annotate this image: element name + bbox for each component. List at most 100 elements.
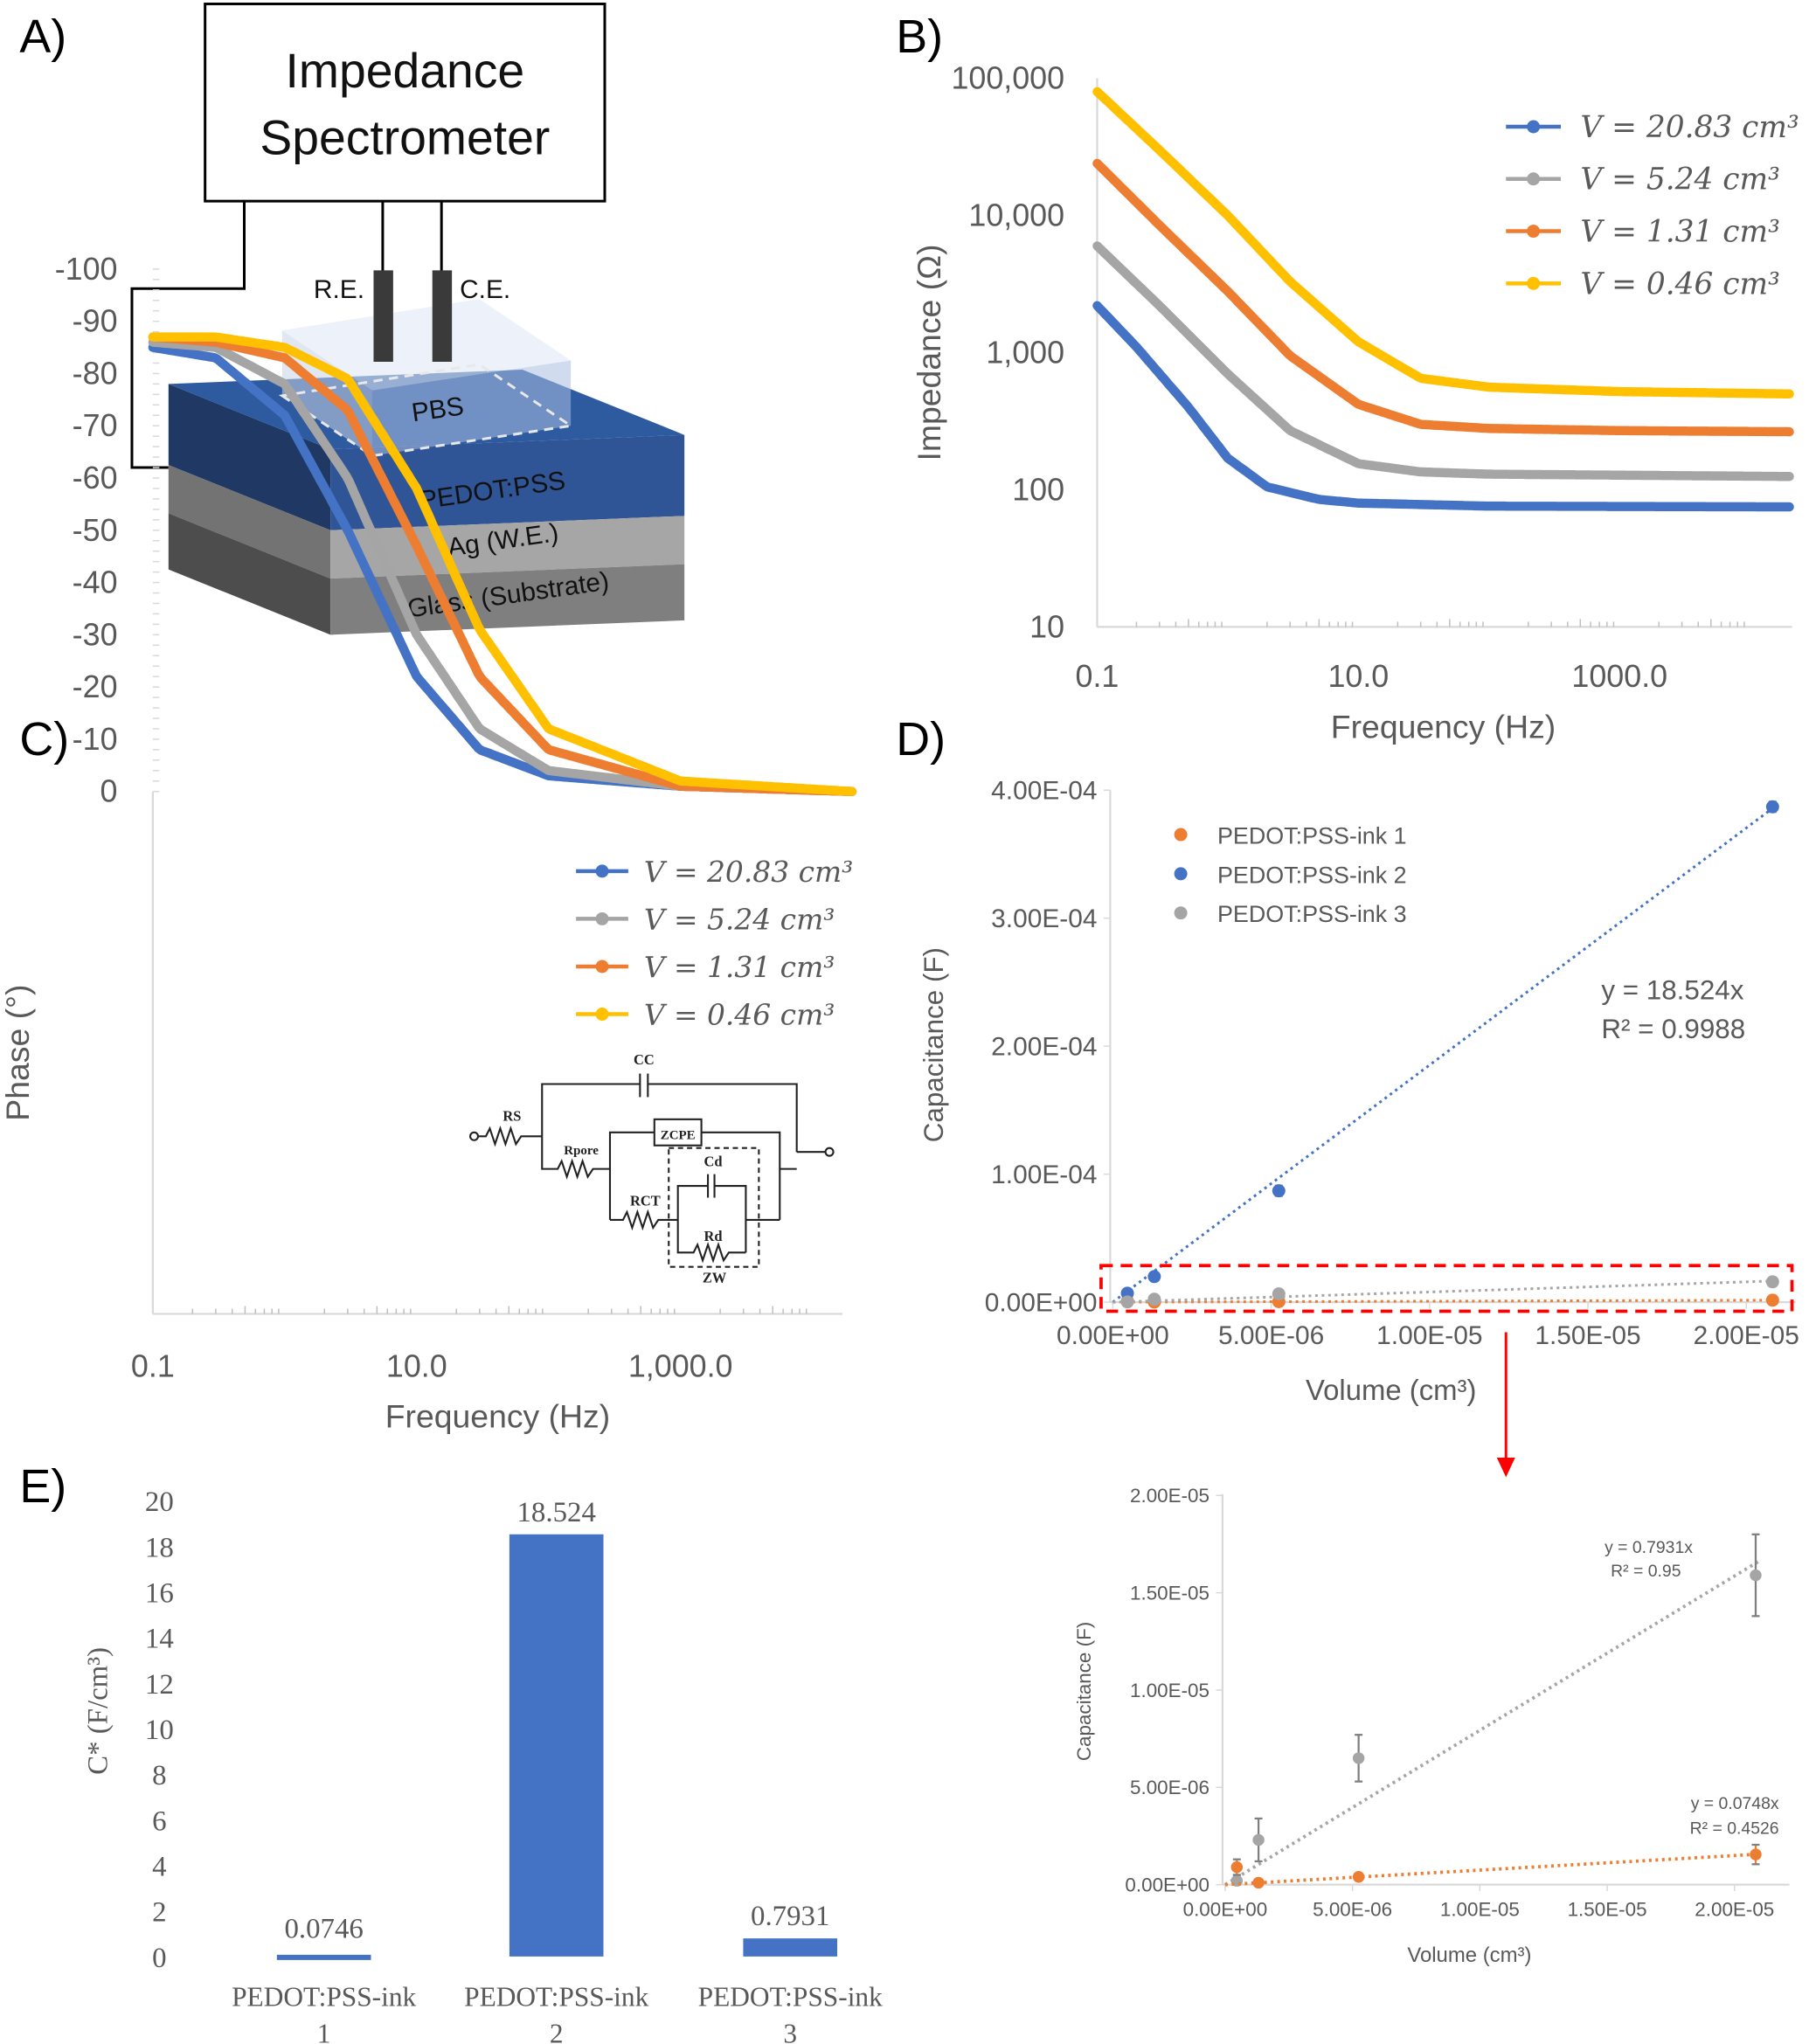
trendline-1: [1224, 1852, 1761, 1887]
reference-electrode: [373, 270, 393, 362]
y-tick-label: 10: [1029, 609, 1064, 644]
x-tick-label: 1,000.0: [628, 1348, 733, 1383]
data-point: [1750, 1848, 1762, 1860]
panel-label-c: C): [19, 713, 69, 766]
x-tick-label: 1.00E-05: [1440, 1899, 1520, 1921]
data-point: [1230, 1860, 1244, 1874]
bar-3: [743, 1938, 838, 1957]
y-tick-label: 100,000: [951, 61, 1064, 96]
legend-label-0: V = 20.83 cm³: [1580, 110, 1799, 145]
legend-marker-0: [595, 864, 609, 878]
zoom-region-box: [1099, 1264, 1794, 1313]
label-rd: Rd: [704, 1228, 723, 1244]
y-tick-label: 3.00E-04: [991, 904, 1097, 933]
r-squared-label-ink3: R² = 0.95: [1611, 1562, 1681, 1581]
ag-layer-front: [330, 516, 685, 579]
legend-label-1: V = 5.24 cm³: [644, 902, 835, 936]
y-tick-label: -40: [73, 565, 118, 600]
legend-marker-2: [1174, 906, 1188, 920]
panel-label-b: B): [896, 10, 943, 63]
y-tick-label: -90: [73, 304, 118, 339]
legend-label-1: PEDOT:PSS-ink 2: [1217, 862, 1407, 888]
data-point: [1352, 1752, 1365, 1764]
wire-inner-left: [608, 1131, 655, 1220]
data-point: [1147, 1292, 1161, 1306]
bar-1: [276, 1954, 371, 1960]
impedance-chart: 10 100 1,000 10,000 100,000 0.1 10.0 1000.0 Freq…: [911, 61, 1799, 745]
legend-label-1: V = 5.24 cm³: [1580, 163, 1779, 197]
panel-label-d: D): [896, 713, 946, 766]
y-tick-label: 0: [152, 1943, 166, 1974]
ag-layer-left: [168, 465, 331, 579]
impedance-spectrometer-box: [204, 2, 606, 203]
legend-label-0: V = 20.83 cm³: [644, 855, 854, 889]
trendline-0: [1223, 1559, 1761, 1887]
legend-marker-3: [595, 1008, 609, 1022]
resistor-rct: [609, 1209, 678, 1231]
re-label: R.E.: [314, 275, 364, 304]
instrument-label-line1: Impedance: [286, 44, 525, 98]
y-axis-title: Capacitance (F): [1073, 1622, 1095, 1761]
x-axis-title: Frequency (Hz): [1331, 708, 1556, 745]
x-tick-label: 1.50E-05: [1568, 1899, 1647, 1921]
legend-marker-2: [1527, 225, 1541, 239]
label-cc: CC: [634, 1051, 655, 1068]
y-tick-label: 6: [152, 1805, 166, 1837]
bar-value-label: 0.0746: [284, 1913, 363, 1944]
capacitance-inset-chart: 0.00E+00 5.00E-06 1.00E-05 1.50E-05 2.00E-05…: [1073, 1485, 1790, 1967]
equation-label: y = 18.524x: [1601, 974, 1743, 1005]
category-label-number: 2: [550, 2019, 564, 2044]
bar-value-label: 18.524: [516, 1497, 595, 1528]
legend-label-3: V = 0.46 cm³: [1580, 267, 1779, 301]
wire-cd-left: [676, 1185, 709, 1220]
category-label: PEDOT:PSS-ink: [464, 1982, 648, 2013]
label-zcpe: ZCPE: [661, 1128, 696, 1142]
y-tick-label: 4.00E-04: [991, 777, 1097, 806]
y-tick-label: 2.00E-05: [1130, 1485, 1209, 1507]
y-tick-label: 1.50E-05: [1130, 1582, 1209, 1604]
instrument-label-line2: Spectrometer: [260, 110, 550, 164]
y-tick-label: 100: [1012, 472, 1064, 507]
y-tick-label: 8: [152, 1760, 166, 1791]
x-tick-label: 10.0: [1327, 659, 1389, 694]
category-label: PEDOT:PSS-ink: [232, 1982, 416, 2013]
y-tick-label: -60: [73, 461, 118, 495]
data-point: [1272, 1287, 1286, 1301]
y-tick-label: 0.00E+00: [1125, 1874, 1209, 1896]
x-tick-label: 1.50E-05: [1535, 1321, 1640, 1350]
equation-label-ink3: y = 0.7931x: [1605, 1538, 1693, 1557]
x-tick-label: 5.00E-06: [1313, 1899, 1392, 1921]
terminal-right: [824, 1147, 835, 1157]
legend-marker-0: [1174, 828, 1188, 842]
legend-label-2: PEDOT:PSS-ink 3: [1217, 901, 1407, 927]
legend-label-2: V = 1.31 cm³: [644, 950, 835, 984]
x-tick-label: 10.0: [386, 1348, 447, 1383]
data-point: [1272, 1184, 1286, 1198]
trendline-1: [1112, 803, 1779, 1304]
legend-marker-3: [1527, 276, 1541, 290]
y-tick-label: 0: [100, 774, 118, 809]
data-point: [1252, 1876, 1265, 1889]
impedance-series-2: [1092, 158, 1794, 437]
y-tick-label: 1.00E-05: [1130, 1680, 1209, 1701]
data-point: [1120, 1295, 1134, 1309]
resistor-rpore: [541, 1136, 610, 1180]
legend-marker-1: [1527, 172, 1541, 186]
x-tick-label: 0.1: [131, 1348, 175, 1383]
y-tick-label: -80: [73, 356, 118, 391]
y-tick-label: -30: [73, 617, 118, 652]
legend-label-0: PEDOT:PSS-ink 1: [1217, 822, 1407, 849]
panel-label-a: A): [19, 10, 66, 63]
impedance-series-1: [1092, 241, 1794, 482]
r-squared-label-ink1: R² = 0.4526: [1690, 1819, 1779, 1838]
terminal-left: [469, 1131, 480, 1141]
wire-top-left: [541, 1083, 641, 1137]
y-tick-label: 4: [152, 1851, 166, 1882]
data-point: [1352, 1871, 1365, 1883]
bar-value-label: 0.7931: [751, 1901, 829, 1932]
y-axis-title: Phase (°): [0, 985, 36, 1121]
legend-label-2: V = 1.31 cm³: [1580, 214, 1779, 249]
x-tick-label: 0.00E+00: [1183, 1899, 1268, 1921]
legend-marker-0: [1527, 120, 1541, 134]
bar-2: [509, 1534, 604, 1957]
